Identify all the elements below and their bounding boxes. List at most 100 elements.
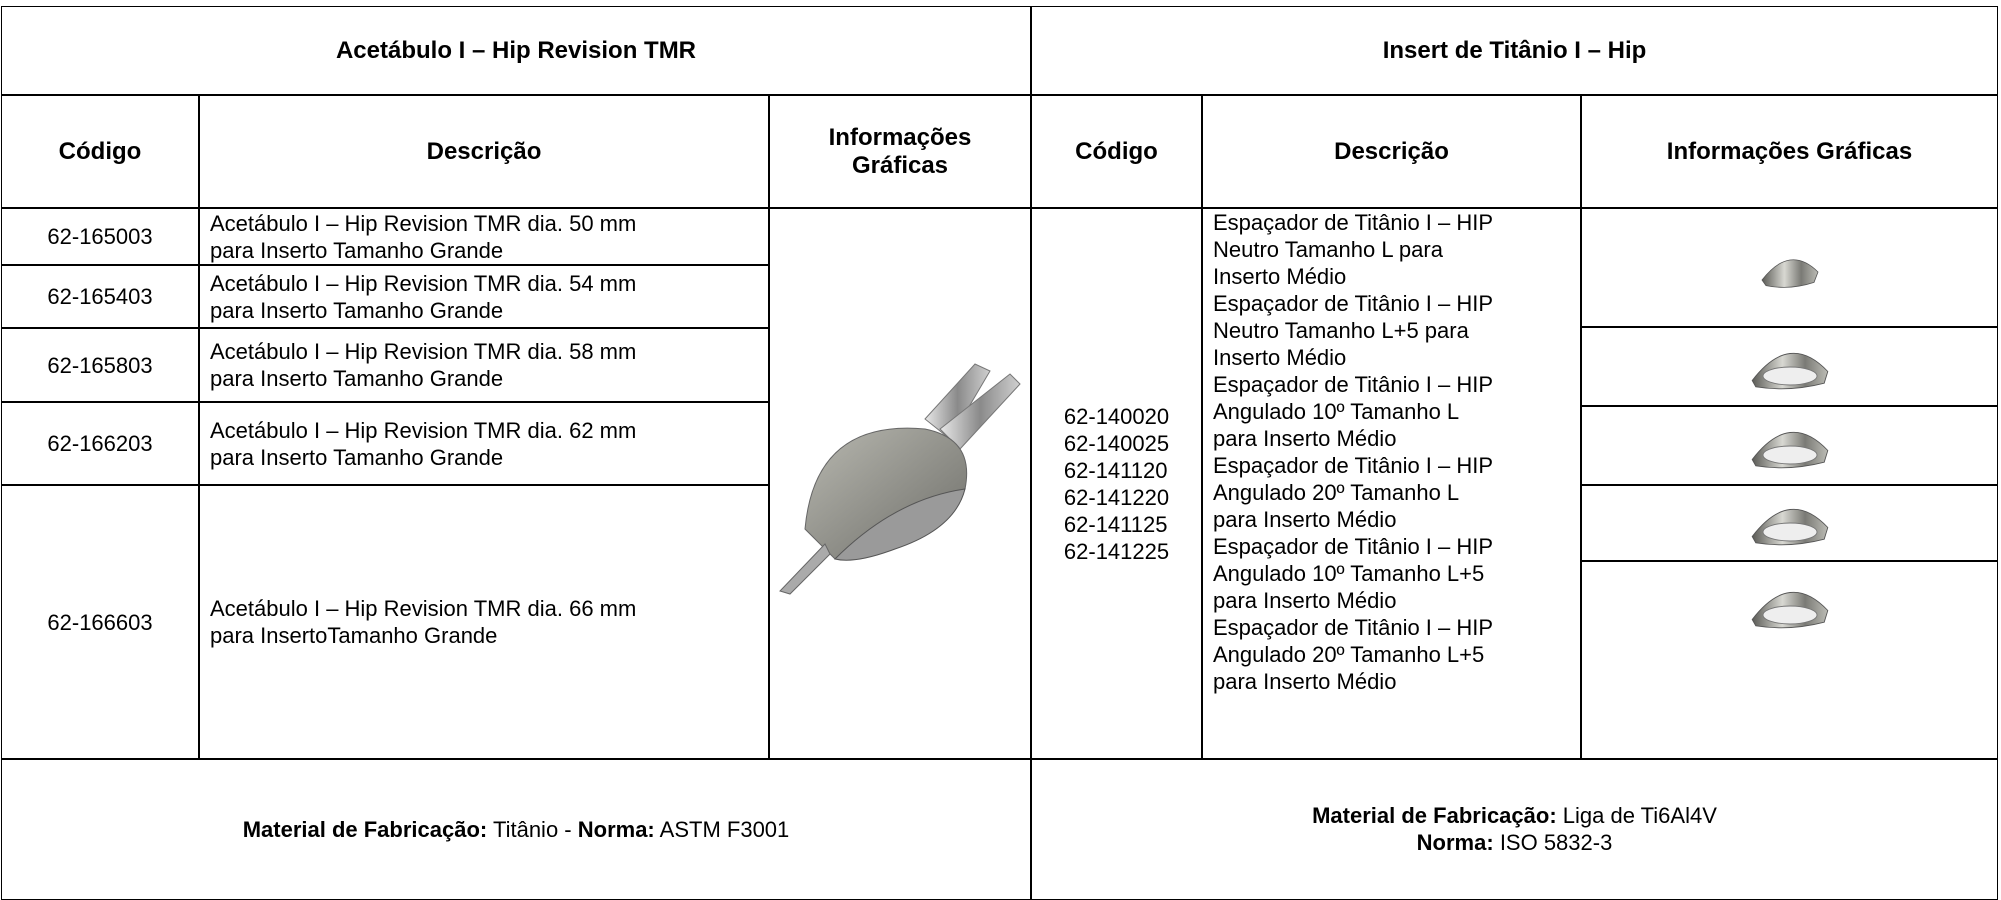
header-cell: Descrição [199,95,769,208]
insert-image [1751,591,1828,629]
footer-cell: Material de Fabricação: Liga de Ti6Al4V … [1031,759,1998,900]
description-line: Espaçador de Titânio I – HIP [1213,615,1494,640]
image-cell [769,208,1031,759]
insert-image [1751,508,1828,546]
description-line: Angulado 10º Tamanho L [1213,399,1460,424]
description: Acetábulo I – Hip Revision TMR dia. 50 m… [210,210,636,264]
product-code: 62-165803 [47,352,153,378]
insert-image [1751,352,1828,389]
description-cell: Espaçador de Titânio I – HIP Neutro Taman… [1202,208,1581,759]
product-code: 62-141220 [1063,484,1170,510]
description-line: Espaçador de Titânio I – HIP [1213,291,1494,316]
footer-text: Material de Fabricação: Liga de Ti6Al4V … [1312,802,1717,856]
code-cell: 62-165803 [1,328,199,402]
title-cell: Insert de Titânio I – Hip [1031,6,1998,95]
product-code: 62-165003 [47,224,153,249]
code-cell: 62-165403 [1,265,199,328]
image-cell [1581,485,1998,561]
description-line: Espaçador de Titânio I – HIP [1213,453,1494,478]
material-label: Material de Fabricação: [1312,803,1557,828]
description: Acetábulo I – Hip Revision TMR dia. 66 m… [210,595,636,649]
description-line: para Inserto Tamanho Grande [210,444,504,470]
header-cell: Código [1,95,199,208]
description-line: para Inserto Médio [1213,507,1397,532]
description: Acetábulo I – Hip Revision TMR dia. 54 m… [210,270,636,324]
insert-image [1761,258,1818,288]
footer-line: Norma: ISO 5832-3 [1312,829,1717,856]
code-list: 62-140020 62-140025 62-141120 62-141220 62-1… [1064,403,1169,565]
image-cell [1581,561,1998,759]
column-header: Descrição [426,137,542,165]
product-code: 62-166603 [47,609,153,635]
description-list: Espaçador de Titânio I – HIP Neutro Taman… [1213,209,1493,695]
column-header: Código [1075,137,1158,165]
description-cell: Acetábulo I – Hip Revision TMR dia. 58 m… [199,328,769,402]
footer-text: Material de Fabricação: Titânio - Norma:… [243,816,790,843]
image-cell [1581,208,1998,327]
footer-line: Material de Fabricação: Liga de Ti6Al4V [1312,802,1717,829]
code-cell: 62-140020 62-140025 62-141120 62-141220 62-1… [1031,208,1202,759]
description-line: Inserto Médio [1213,264,1347,289]
table-title: Acetábulo I – Hip Revision TMR [335,36,697,64]
table-title: Insert de Titânio I – Hip [1382,36,1647,64]
description-cell: Acetábulo I – Hip Revision TMR dia. 62 m… [199,402,769,485]
description-line: para Inserto Médio [1213,426,1397,451]
description-line: Acetábulo I – Hip Revision TMR dia. 66 m… [210,596,637,621]
norma-label: Norma: [1416,830,1494,855]
product-code: 62-140020 [1063,403,1170,429]
header-cell: Informações Gráficas [769,95,1031,208]
description-line: Angulado 10º Tamanho L+5 [1213,561,1485,586]
product-code: 62-141120 [1063,457,1168,483]
insert-image [1751,431,1828,468]
description-cell: Acetábulo I – Hip Revision TMR dia. 66 m… [199,485,769,759]
product-code: 62-141225 [1063,538,1170,564]
material-value: Titânio - [492,817,572,842]
norma-value: ISO 5832-3 [1499,830,1613,855]
description-cell: Acetábulo I – Hip Revision TMR dia. 50 m… [199,208,769,265]
description-line: para Inserto Médio [1213,669,1397,694]
description-line: para Inserto Tamanho Grande [210,366,504,391]
column-header: Informações Gráficas [1666,137,1913,165]
column-header: Descrição [1334,137,1449,165]
description-line: para Inserto Médio [1213,588,1397,613]
description-line: Angulado 20º Tamanho L+5 [1213,642,1485,667]
page: {"left": {"title": "Acetábulo I – Hip Re… [1,6,1998,900]
image-cell [1581,327,1998,406]
description: Acetábulo I – Hip Revision TMR dia. 58 m… [210,338,636,392]
product-code: 62-141125 [1063,511,1168,537]
description-line: Acetábulo I – Hip Revision TMR dia. 62 m… [210,417,637,443]
description-line: Neutro Tamanho L+5 para [1213,318,1469,343]
description: Acetábulo I – Hip Revision TMR dia. 62 m… [210,417,636,471]
description-line: Espaçador de Titânio I – HIP [1213,534,1494,559]
description-line: Angulado 20º Tamanho L [1213,480,1460,505]
code-cell: 62-165003 [1,208,199,265]
norma-label: Norma: [577,817,655,842]
column-header: Informações Gráficas [828,123,972,179]
material-label: Material de Fabricação: [242,817,488,842]
footer-line: Material de Fabricação: Titânio - Norma:… [243,816,790,843]
header-cell: Código [1031,95,1202,208]
description-line: Espaçador de Titânio I – HIP [1213,372,1494,397]
description-line: para Inserto Tamanho Grande [210,237,504,263]
image-cell [1581,406,1998,485]
description-line: para Inserto Tamanho Grande [210,297,504,323]
product-code: 62-140025 [1063,430,1170,456]
description-line: Acetábulo I – Hip Revision TMR dia. 58 m… [210,339,637,364]
header-cell: Descrição [1202,95,1581,208]
product-code: 62-165403 [47,284,153,309]
code-cell: 62-166203 [1,402,199,485]
column-header: Código [58,137,142,165]
norma-value: ASTM F3001 [659,817,790,842]
product-code: 62-166203 [47,431,153,456]
description-line: para InsertoTamanho Grande [210,623,498,648]
description-line: Acetábulo I – Hip Revision TMR dia. 54 m… [210,270,637,296]
material-value: Liga de Ti6Al4V [1562,803,1717,828]
description-cell: Acetábulo I – Hip Revision TMR dia. 54 m… [199,265,769,328]
description-line: Inserto Médio [1213,345,1347,370]
title-cell: Acetábulo I – Hip Revision TMR [1,6,1031,95]
acetabulum-image [779,362,1021,595]
code-cell: 62-166603 [1,485,199,759]
header-cell: Informações Gráficas [1581,95,1998,208]
description-line: Espaçador de Titânio I – HIP [1213,210,1494,235]
description-line: Neutro Tamanho L para [1213,237,1443,262]
